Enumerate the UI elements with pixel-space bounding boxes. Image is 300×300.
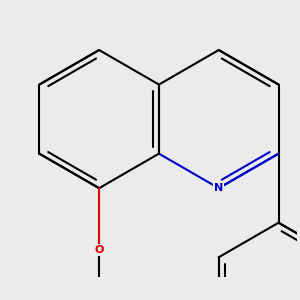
Text: O: O [94,245,104,255]
Text: N: N [214,183,224,193]
